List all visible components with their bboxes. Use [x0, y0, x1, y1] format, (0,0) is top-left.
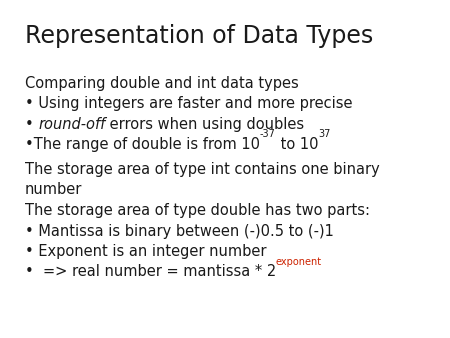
- Text: •  => real number = mantissa * 2: • => real number = mantissa * 2: [25, 264, 276, 279]
- Text: round-off: round-off: [38, 117, 105, 131]
- Text: The storage area of type double has two parts:: The storage area of type double has two …: [25, 203, 370, 218]
- Text: The storage area of type int contains one binary: The storage area of type int contains on…: [25, 162, 379, 177]
- Text: to 10: to 10: [275, 137, 318, 152]
- Text: 37: 37: [318, 129, 330, 140]
- Text: Representation of Data Types: Representation of Data Types: [25, 24, 373, 48]
- Text: number: number: [25, 182, 82, 197]
- Text: Comparing double and int data types: Comparing double and int data types: [25, 76, 298, 91]
- Text: errors when using doubles: errors when using doubles: [105, 117, 305, 131]
- Text: • Mantissa is binary between (-)0.5 to (-)1: • Mantissa is binary between (-)0.5 to (…: [25, 224, 333, 239]
- Text: • Exponent is an integer number: • Exponent is an integer number: [25, 244, 266, 259]
- Text: •The range of double is from 10: •The range of double is from 10: [25, 137, 260, 152]
- Text: -37: -37: [260, 129, 275, 140]
- Text: • Using integers are faster and more precise: • Using integers are faster and more pre…: [25, 96, 352, 111]
- Text: •: •: [25, 117, 38, 131]
- Text: exponent: exponent: [276, 257, 322, 267]
